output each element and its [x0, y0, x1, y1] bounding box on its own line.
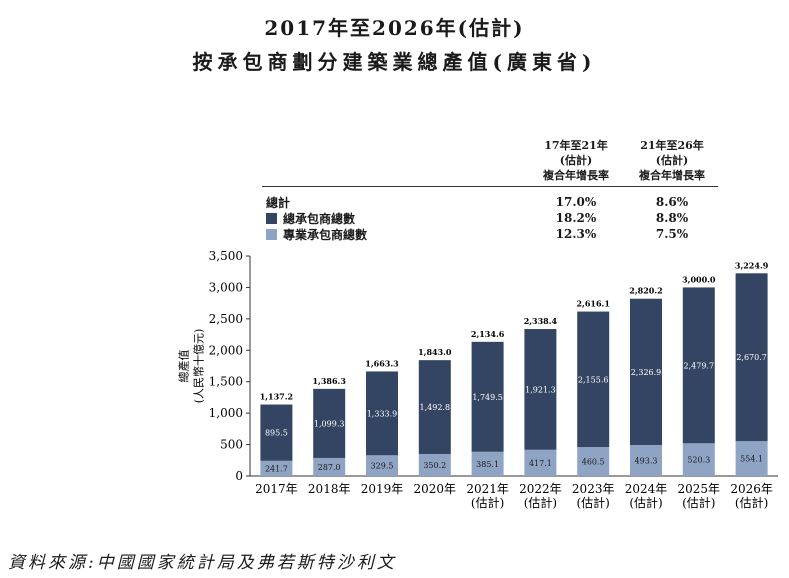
data-label-total: 2,820.2: [629, 286, 662, 296]
y-axis-label: 總產值: [177, 350, 191, 383]
data-label-general: 1,333.9: [367, 409, 398, 418]
cagr-header-2017-2021: 17年至21年 (估計) 複合年增長率: [543, 139, 609, 182]
bar-specialty: [313, 457, 346, 476]
x-tick-label: 2022年: [519, 482, 562, 496]
x-tick-label: (估計): [682, 495, 715, 510]
x-tick-label: (估計): [524, 495, 557, 510]
data-label-total: 1,137.2: [260, 392, 293, 402]
cagr-general-2021-2026: 8.8%: [655, 211, 689, 225]
data-label-specialty: 520.3: [687, 456, 710, 465]
data-label-total: 2,616.1: [576, 299, 609, 309]
y-tick-label: 500: [220, 438, 243, 452]
data-label-total: 2,338.4: [524, 316, 558, 326]
legend-general-contractor: 總承包商總數: [266, 210, 355, 227]
data-label-specialty: 417.1: [529, 459, 552, 468]
legend-general-label: 總承包商總數: [283, 212, 356, 226]
data-label-general: 2,155.6: [578, 375, 609, 384]
data-label-total: 2,134.6: [471, 329, 505, 339]
y-tick-label: 1,500: [209, 375, 243, 389]
x-tick-label: 2017年: [255, 482, 298, 496]
bar-general: [577, 311, 610, 448]
x-tick-label: (估計): [735, 495, 768, 510]
data-label-general: 1,099.3: [314, 419, 345, 428]
cagr-header-2021-2026: 21年至26年 (估計) 複合年增長率: [639, 139, 705, 182]
legend-swatch-specialty: [266, 229, 277, 240]
data-label-total: 1,386.3: [312, 376, 346, 386]
bar-general: [260, 404, 293, 461]
bar-specialty: [735, 441, 768, 476]
bar-general: [524, 329, 557, 450]
y-tick-label: 1,000: [209, 406, 243, 420]
source-note: 資料來源:中國國家統計局及弗若斯特沙利文: [8, 553, 397, 573]
cagr-total-2021-2026: 8.6%: [655, 195, 689, 209]
data-label-general: 2,479.7: [684, 361, 715, 370]
data-label-general: 1,749.5: [472, 393, 503, 402]
data-label-general: 895.5: [265, 429, 288, 438]
cagr-general-2017-2021: 18.2%: [555, 211, 597, 225]
bar-specialty: [471, 451, 504, 476]
bar-general: [682, 287, 715, 444]
x-tick-label: 2019年: [361, 482, 404, 496]
legend-total: 總計: [266, 194, 290, 211]
data-label-total: 1,843.0: [418, 347, 452, 357]
y-axis-label: (人民幣十億元): [192, 329, 206, 404]
x-tick-label: 2024年: [625, 482, 668, 496]
x-tick-label: 2023年: [572, 482, 615, 496]
data-label-specialty: 350.2: [423, 461, 446, 470]
bar-specialty: [366, 455, 398, 476]
y-tick-label: 2,000: [209, 343, 243, 357]
bar-general: [735, 273, 768, 442]
cagr-specialty-2017-2021: 12.3%: [555, 227, 597, 241]
data-label-specialty: 241.7: [265, 464, 288, 473]
bar-general: [418, 360, 451, 454]
data-label-specialty: 287.0: [318, 463, 341, 472]
bar-general: [630, 298, 662, 445]
cagr-specialty-2021-2026: 7.5%: [655, 227, 689, 241]
bar-general: [313, 388, 346, 458]
y-tick-label: 0: [235, 469, 243, 483]
data-label-general: 2,670.7: [736, 353, 767, 362]
bar-specialty: [260, 460, 293, 476]
data-label-total: 1,663.3: [365, 358, 399, 368]
x-tick-label: 2025年: [678, 482, 721, 496]
x-tick-label: (估計): [577, 495, 610, 510]
legend-swatch-general: [266, 213, 277, 224]
data-label-specialty: 493.3: [635, 456, 658, 465]
data-label-specialty: 385.1: [476, 460, 499, 469]
bar-specialty: [418, 453, 451, 476]
x-tick-label: 2020年: [414, 482, 457, 496]
y-tick-label: 3,000: [209, 280, 243, 294]
data-label-specialty: 460.5: [582, 458, 605, 467]
data-label-specialty: 329.5: [371, 462, 394, 471]
bar-specialty: [630, 444, 662, 476]
y-tick-label: 3,500: [209, 249, 243, 263]
legend-total-label: 總計: [266, 196, 291, 210]
cagr-total-2017-2021: 17.0%: [555, 195, 597, 209]
bar-general: [366, 371, 398, 456]
x-tick-label: (估計): [471, 495, 504, 510]
chart-title-line1: 2017年至2026年(估計): [264, 16, 525, 40]
bar-general: [471, 341, 504, 452]
data-label-general: 1,921.3: [525, 385, 556, 394]
chart-title-line2: 按承包商劃分建築業總產值(廣東省): [192, 50, 597, 74]
legend-specialty-label: 專業承包商總數: [283, 228, 368, 242]
data-label-general: 2,326.9: [631, 368, 662, 377]
legend-specialty-contractor: 專業承包商總數: [266, 226, 367, 243]
data-label-general: 1,492.8: [420, 403, 451, 412]
data-label-total: 3,224.9: [735, 260, 769, 270]
y-tick-label: 2,500: [209, 312, 243, 326]
x-tick-label: (估計): [629, 495, 662, 510]
cagr-table-top-rule: [262, 186, 718, 187]
bar-specialty: [577, 447, 610, 476]
data-label-total: 3,000.0: [682, 274, 716, 284]
x-tick-label: 2021年: [466, 482, 509, 496]
bar-specialty: [682, 443, 715, 476]
data-label-specialty: 554.1: [740, 455, 763, 464]
x-tick-label: 2026年: [730, 482, 773, 496]
bar-specialty: [524, 449, 557, 476]
x-tick-label: 2018年: [308, 482, 351, 496]
